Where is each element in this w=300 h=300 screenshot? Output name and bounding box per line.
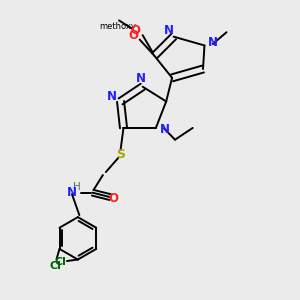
Text: Cl: Cl — [54, 257, 66, 268]
Text: N: N — [107, 91, 117, 103]
Text: N: N — [136, 72, 146, 85]
Text: N: N — [160, 123, 170, 136]
Text: H: H — [73, 182, 80, 192]
Text: O: O — [130, 24, 140, 37]
Text: N: N — [208, 36, 218, 49]
Text: S: S — [116, 148, 125, 161]
Text: N: N — [164, 24, 174, 37]
Text: O: O — [129, 29, 139, 42]
Text: methoxy: methoxy — [99, 22, 136, 31]
Text: Cl: Cl — [49, 261, 61, 271]
Text: N: N — [67, 186, 77, 199]
Text: O: O — [108, 192, 118, 205]
